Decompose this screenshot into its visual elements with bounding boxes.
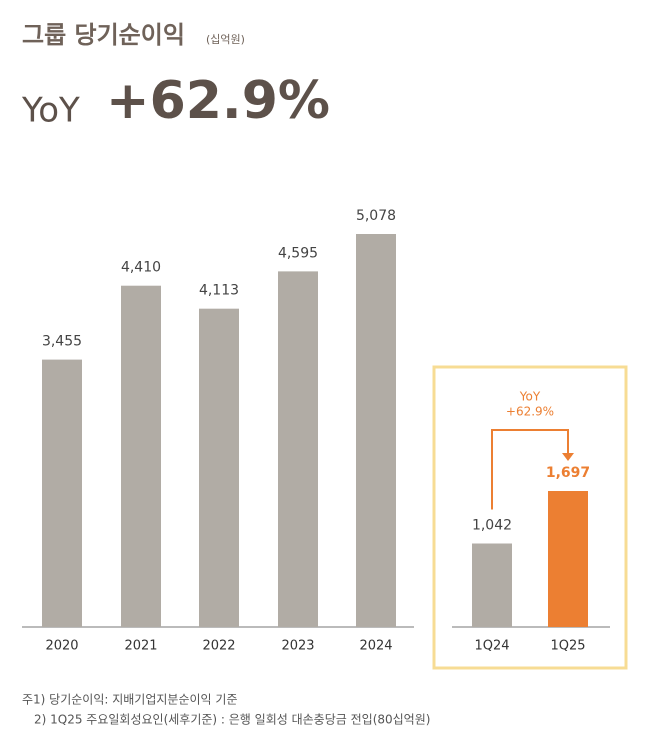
unit: (십억원) (206, 33, 245, 46)
title: 그룹 당기순이익 (22, 21, 185, 49)
bar (356, 234, 396, 627)
footnote: 주1) 당기순이익: 지배기업지분순이익 기준 (22, 693, 237, 707)
bar (548, 491, 588, 627)
bar (472, 543, 512, 627)
x-tick-label: 2021 (124, 639, 157, 654)
yoy-value: +62.9% (106, 71, 330, 131)
highlight-box (432, 365, 628, 670)
value-label: 1,042 (472, 517, 512, 533)
annotation: YoY (519, 390, 541, 404)
value-label: 4,113 (199, 283, 239, 299)
yoy-label: YoY (21, 91, 80, 131)
value-label: 4,595 (278, 245, 318, 261)
x-tick-label: 2020 (45, 639, 78, 654)
arrow-head (562, 453, 574, 461)
bar (199, 308, 239, 627)
value-label: 4,410 (121, 260, 161, 276)
x-tick-label: 2022 (202, 639, 235, 654)
x-tick-label: 1Q25 (550, 639, 585, 654)
value-label: 5,078 (356, 208, 396, 224)
annotation: +62.9% (506, 405, 554, 419)
x-tick-label: 2024 (359, 639, 392, 654)
arrow (491, 429, 569, 510)
value-label: 3,455 (42, 334, 82, 350)
bar (121, 285, 161, 627)
x-tick-label: 1Q24 (474, 639, 509, 654)
bar (278, 271, 318, 627)
value-label: 1,697 (546, 465, 590, 481)
x-tick-label: 2023 (281, 639, 314, 654)
bar (42, 359, 82, 627)
footnote: 2) 1Q25 주요일회성요인(세후기준) : 은행 일회성 대손충당금 전입(… (34, 712, 430, 727)
